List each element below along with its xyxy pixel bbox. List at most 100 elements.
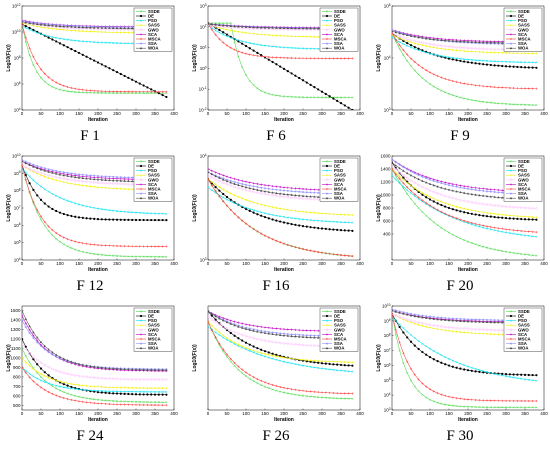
data-point-gwo <box>28 351 31 355</box>
legend-marker-ssde <box>325 310 329 313</box>
figure-label: F 16 <box>262 278 290 294</box>
y-axis-label: Log10(F(x)) <box>6 344 12 372</box>
x-tick-label: 350 <box>521 261 529 266</box>
data-point-ssde <box>161 255 164 258</box>
data-point-msca <box>394 328 397 331</box>
data-point-sass <box>233 341 236 344</box>
data-point-ssde <box>455 404 458 408</box>
data-point-pso <box>39 185 43 188</box>
data-point-pso <box>398 323 401 326</box>
y-tick-label: 1400 <box>380 167 391 172</box>
legend-label-ssa: SSA <box>148 341 157 346</box>
data-point-de <box>146 393 149 396</box>
data-point-ssde <box>394 174 397 178</box>
data-point-msca <box>222 41 225 44</box>
x-axis-label: Iteration <box>88 417 108 423</box>
data-point-gwo <box>119 377 123 381</box>
data-point-pso <box>489 371 492 375</box>
data-point-gwo <box>489 203 493 207</box>
y-tick-label: 108 <box>14 188 21 194</box>
data-point-ssde <box>527 103 530 106</box>
data-point-sass <box>112 187 115 190</box>
figure-label: F 26 <box>262 428 290 444</box>
data-point-pso <box>298 217 301 221</box>
data-point-msca <box>115 403 119 406</box>
data-point-msca <box>279 241 282 244</box>
data-point-de <box>104 65 107 68</box>
data-point-sass <box>459 206 462 209</box>
data-point-de <box>229 198 232 201</box>
data-point-ssde <box>432 85 435 88</box>
legend-label-ssa: SSA <box>148 41 157 46</box>
data-point-sass <box>305 211 308 214</box>
x-tick-label: 300 <box>132 111 140 116</box>
data-point-woa <box>222 178 225 181</box>
data-point-de <box>324 227 327 230</box>
legend-label-sass: SASS <box>148 23 160 28</box>
data-point-msca <box>51 392 54 395</box>
data-point-ssde <box>119 255 122 258</box>
data-point-sass <box>520 215 523 218</box>
data-point-msca <box>444 394 447 397</box>
data-point-gwo <box>214 178 217 181</box>
data-point-gwo <box>500 328 504 332</box>
data-point-sass <box>324 360 327 363</box>
data-point-sass <box>96 385 100 388</box>
data-point-sass <box>119 31 122 34</box>
data-point-gwo <box>451 196 455 200</box>
data-point-ssde <box>413 202 416 205</box>
data-point-gwo <box>58 370 62 374</box>
data-point-gwo <box>267 193 271 197</box>
data-point-sca <box>286 328 289 331</box>
data-point-sass <box>406 39 409 43</box>
data-point-sass <box>138 386 141 390</box>
x-tick-label: 350 <box>521 411 529 416</box>
data-point-gwo <box>428 323 432 327</box>
data-point-msca <box>527 230 530 233</box>
data-point-pso <box>497 373 500 376</box>
data-point-woa <box>218 176 221 179</box>
data-point-ssde <box>51 85 54 88</box>
data-point-woa <box>402 312 405 315</box>
data-point-sca <box>237 321 240 324</box>
data-point-ssa <box>447 317 451 320</box>
legend-label-woa: WOA <box>334 46 345 51</box>
y-tick-label: 105 <box>384 3 391 9</box>
data-point-ssde <box>93 398 96 401</box>
data-point-pso <box>89 389 92 392</box>
data-point-pso <box>62 38 65 41</box>
data-point-woa <box>279 26 282 29</box>
data-point-gwo <box>436 324 439 328</box>
chart-svg: 0 50 100 150 200 250 300 350 400IterationLog10(F… <box>192 305 364 423</box>
data-point-msca <box>493 399 496 402</box>
data-point-sass <box>290 209 293 212</box>
data-point-de <box>531 66 534 69</box>
data-point-gwo <box>531 206 534 210</box>
data-point-sass <box>93 30 96 33</box>
data-point-gwo <box>398 315 401 319</box>
data-point-pso <box>290 362 293 365</box>
data-point-ssde <box>497 102 500 105</box>
x-tick-label: 100 <box>56 111 64 116</box>
data-point-msca <box>150 90 153 93</box>
data-point-pso <box>267 44 270 48</box>
data-point-msca <box>225 44 229 47</box>
data-point-ssde <box>406 59 409 62</box>
data-point-woa <box>225 24 229 27</box>
data-point-ssde <box>432 221 435 224</box>
data-point-msca <box>58 395 62 398</box>
data-point-pso <box>119 42 122 45</box>
data-point-de <box>24 345 27 348</box>
x-tick-label: 0 <box>391 261 394 266</box>
data-point-ssa <box>248 327 251 330</box>
data-point-de <box>267 351 270 354</box>
data-point-pso <box>248 349 251 352</box>
data-point-gwo <box>259 338 263 342</box>
data-point-de <box>398 325 401 329</box>
legend-label-sass: SASS <box>334 323 346 328</box>
data-point-ssa <box>474 318 477 321</box>
x-tick-label: 400 <box>540 411 548 416</box>
data-point-pso <box>497 229 500 233</box>
data-point-pso <box>271 357 274 360</box>
x-tick-label: 350 <box>521 111 529 116</box>
